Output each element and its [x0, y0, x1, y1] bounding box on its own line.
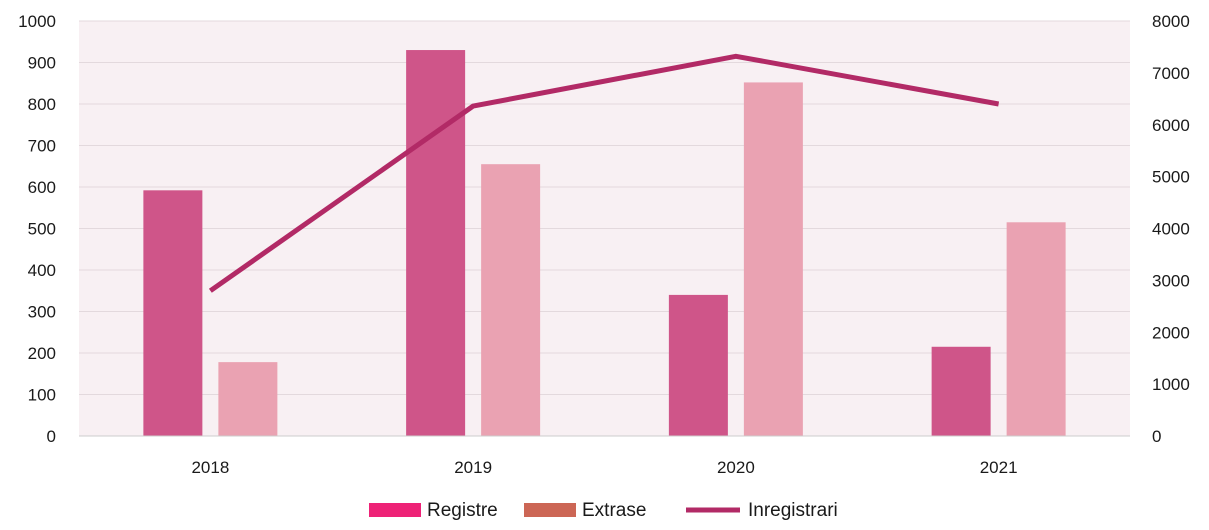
left-axis-tick-label: 900: [28, 54, 56, 73]
left-axis-tick-label: 600: [28, 178, 56, 197]
left-axis-tick-label: 300: [28, 303, 56, 322]
bar-registre: [143, 190, 202, 436]
left-axis-tick-label: 100: [28, 386, 56, 405]
right-axis-tick-label: 3000: [1152, 271, 1190, 290]
legend-label-extrase: Extrase: [582, 500, 646, 521]
left-axis-tick-label: 700: [28, 137, 56, 156]
left-axis-tick-label: 200: [28, 344, 56, 363]
left-axis-tick-label: 1000: [18, 12, 56, 31]
left-axis-tick-label: 0: [47, 427, 56, 446]
x-axis-tick-label: 2020: [717, 458, 755, 477]
legend-swatch-extrase: [524, 503, 576, 517]
bar-extrase: [744, 82, 803, 436]
right-axis-tick-label: 1000: [1152, 375, 1190, 394]
bar-extrase: [218, 362, 277, 436]
x-axis-tick-label: 2021: [980, 458, 1018, 477]
bar-registre: [406, 50, 465, 436]
x-axis-tick-label: 2019: [454, 458, 492, 477]
right-axis-tick-label: 5000: [1152, 168, 1190, 187]
bar-registre: [932, 347, 991, 436]
left-axis-tick-label: 400: [28, 261, 56, 280]
right-axis-tick-label: 8000: [1152, 12, 1190, 31]
right-axis-tick-label: 0: [1152, 427, 1161, 446]
bar-extrase: [481, 164, 540, 436]
right-axis-tick-label: 2000: [1152, 323, 1190, 342]
left-axis-tick-label: 800: [28, 95, 56, 114]
legend-label-inregistrari: Inregistrari: [748, 500, 838, 521]
right-axis-tick-label: 7000: [1152, 64, 1190, 83]
legend-label-registre: Registre: [427, 500, 498, 521]
left-axis-tick-label: 500: [28, 220, 56, 239]
right-axis-tick-label: 6000: [1152, 116, 1190, 135]
x-axis-tick-label: 2018: [191, 458, 229, 477]
bar-extrase: [1007, 222, 1066, 436]
right-axis-tick-label: 4000: [1152, 220, 1190, 239]
legend-swatch-registre: [369, 503, 421, 517]
bar-registre: [669, 295, 728, 436]
